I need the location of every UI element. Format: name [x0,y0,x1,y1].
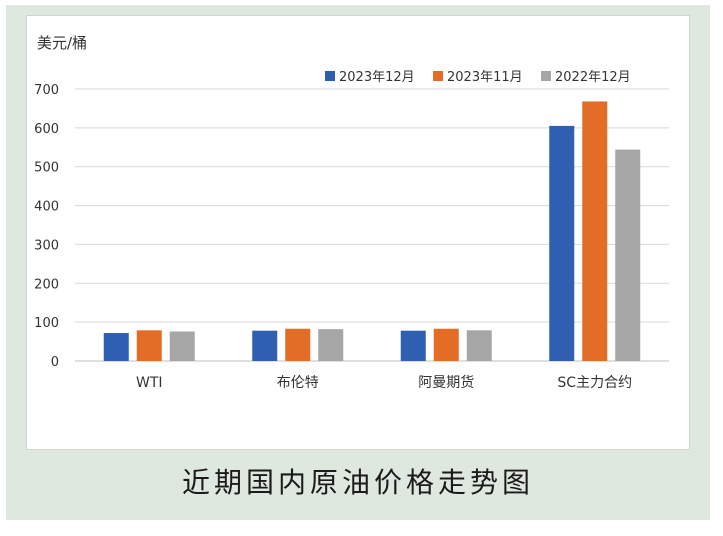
bar [169,331,195,361]
legend-label: 2022年12月 [555,70,631,85]
bar-chart: 美元/桶 0 100 200 300 400 500 600 700 WTI 布伦特 阿曼期货 SC… [34,34,669,391]
figure-frame: 美元/桶 0 100 200 300 400 500 600 700 WTI 布伦特 阿曼期货 SC… [6,5,710,520]
bar [615,149,641,361]
y-tick-label: 300 [34,238,59,253]
bar [103,333,129,361]
chart-card: 美元/桶 0 100 200 300 400 500 600 700 WTI 布伦特 阿曼期货 SC… [26,15,690,450]
bar [252,330,278,361]
bars [103,101,641,362]
bar [549,125,575,362]
bar [466,330,492,361]
x-tick-labels: WTI 布伦特 阿曼期货 SC主力合约 [136,374,632,391]
bar [582,101,608,361]
figure-caption: 近期国内原油价格走势图 [181,466,534,499]
y-tick-label: 600 [34,122,59,137]
y-tick-label: 100 [34,316,59,331]
y-axis-label: 美元/桶 [37,34,87,52]
legend-label: 2023年11月 [447,70,523,85]
bar [433,328,459,361]
x-tick-label: 布伦特 [277,375,319,391]
y-tick-label: 700 [34,83,59,98]
x-tick-label: SC主力合约 [557,375,632,391]
legend-swatch [433,71,443,81]
y-tick-label: 0 [51,355,59,370]
legend-swatch [325,71,335,81]
x-tick-label: 阿曼期货 [418,374,474,391]
legend-swatch [541,71,551,81]
bar [136,330,162,361]
x-tick-label: WTI [136,375,163,391]
legend-label: 2023年12月 [339,70,415,85]
bar [318,329,344,361]
y-tick-label: 500 [34,161,59,176]
bar [400,330,426,361]
bar [285,328,311,361]
y-tick-label: 200 [34,277,59,292]
legend: 2023年12月 2023年11月 2022年12月 [325,70,631,85]
y-tick-labels: 0 100 200 300 400 500 600 700 [34,83,59,370]
y-tick-label: 400 [34,200,59,215]
gridlines [75,88,669,362]
